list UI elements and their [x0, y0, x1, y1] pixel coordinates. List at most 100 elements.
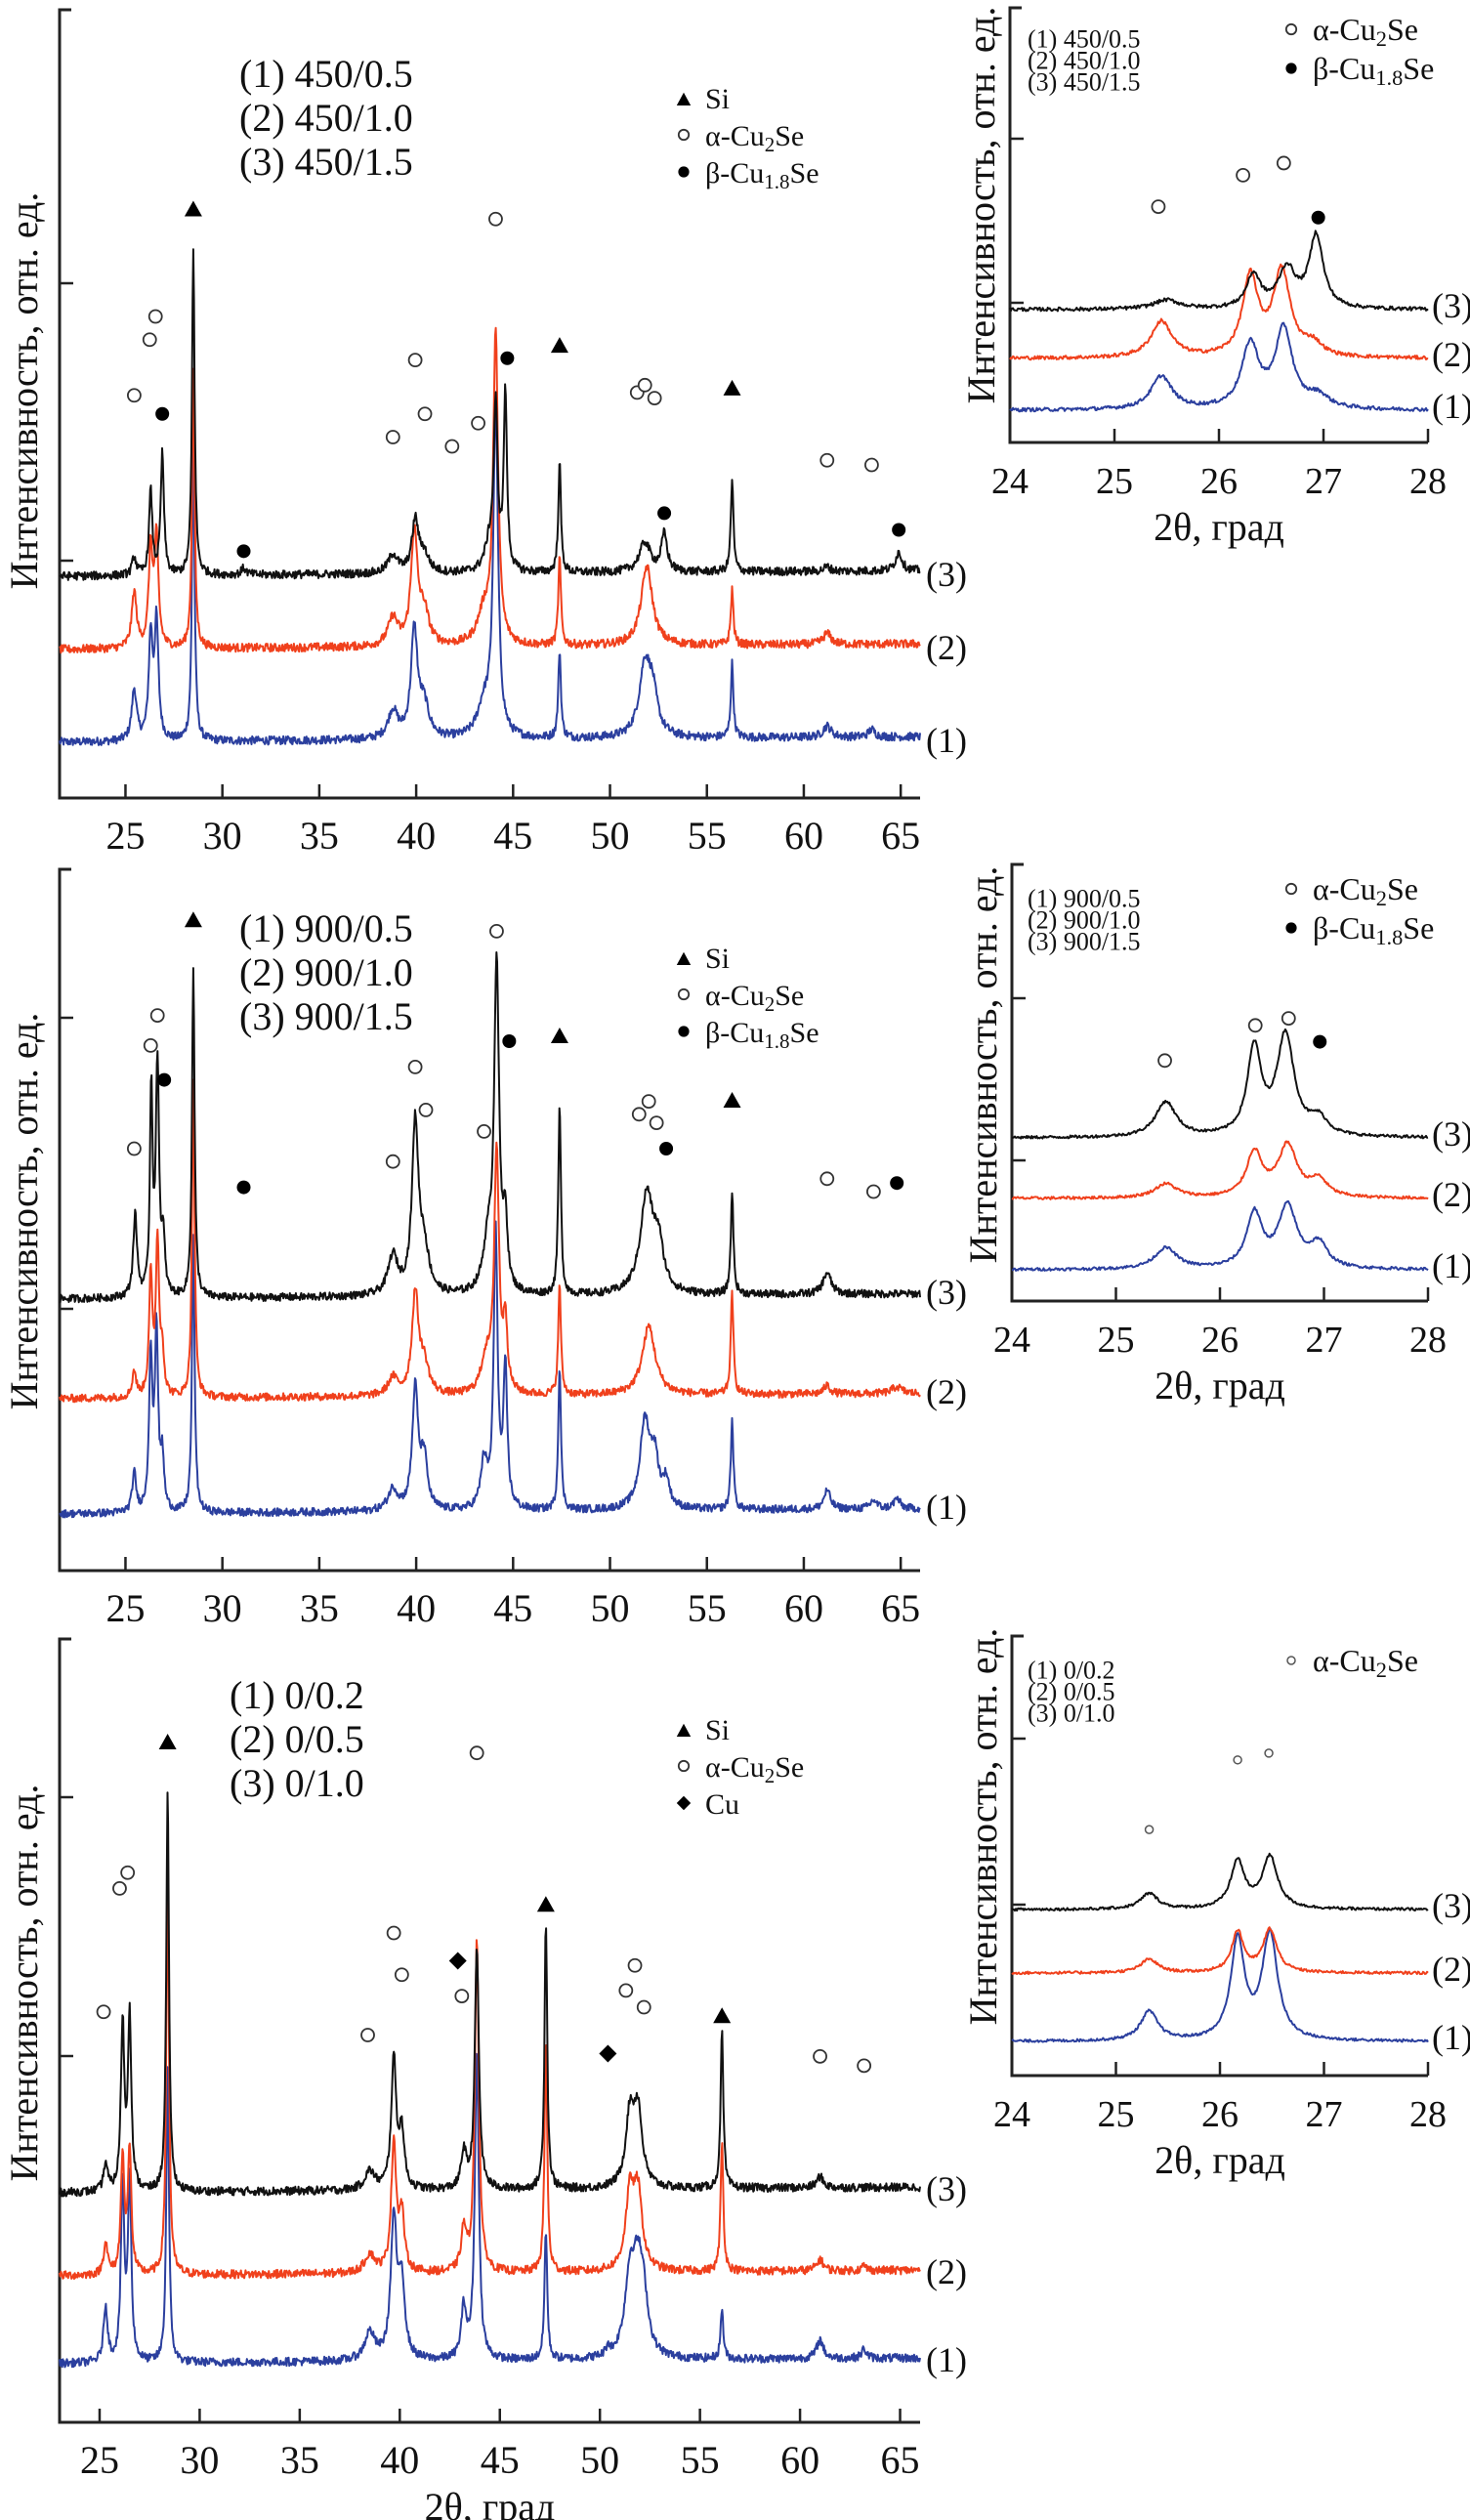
- alpha-cu2se-marker: [385, 1154, 400, 1169]
- legend-entry: α-Cu2Se: [1313, 871, 1418, 910]
- alpha-cu2se-marker: [636, 1999, 651, 2015]
- alpha-cu2se-marker: [444, 439, 460, 454]
- alpha-cu2se-marker: [142, 332, 157, 348]
- alpha-cu2se-marker: [407, 353, 423, 368]
- panel3-main: 25 30 35 40 45 50 55 60 65 Интенсивность, отн. ед…: [2, 1637, 967, 2520]
- alpha-cu2se-marker: [126, 388, 142, 403]
- y-axis-label: Интенсивность, отн. ед.: [2, 1013, 46, 1410]
- x-tick-label: 26: [1201, 1320, 1239, 1361]
- x-tick-label: 30: [180, 2438, 219, 2482]
- beta-cu18se-marker: [157, 1072, 172, 1087]
- condition-label: (2) 450/1.0: [239, 96, 413, 140]
- si-triangle-marker: [723, 1092, 741, 1108]
- trace-3: [1011, 1852, 1429, 1912]
- legend-entry: α-Cu2Se: [705, 1751, 804, 1787]
- curve-label: (1): [1432, 2018, 1470, 2057]
- x-tick-label: 28: [1409, 1320, 1447, 1361]
- trace-3: [1009, 230, 1429, 313]
- trace-1: [59, 2052, 921, 2369]
- alpha-cu2se-marker: [1284, 882, 1298, 896]
- alpha-cu2se-marker: [1264, 1748, 1274, 1758]
- panel1-inset: 24 25 26 27 28 Интенсивность, отн. ед. 2θ, гра…: [959, 6, 1470, 549]
- x-tick-label: 55: [681, 2438, 720, 2482]
- x-tick-label: 60: [784, 814, 823, 858]
- trace-1: [59, 405, 921, 746]
- x-tick-label: 28: [1409, 2094, 1447, 2135]
- curve-label: (1): [1432, 387, 1470, 426]
- beta-cu18se-marker: [1285, 63, 1297, 74]
- trace-2: [1011, 1926, 1429, 1976]
- si-triangle-marker: [550, 1028, 568, 1043]
- x-tick-label: 26: [1200, 461, 1238, 502]
- y-axis-label: Интенсивность, отн. ед.: [961, 866, 1005, 1264]
- curve-label: (3): [926, 555, 967, 594]
- alpha-cu2se-marker: [469, 1745, 484, 1761]
- alpha-cu2se-marker: [1247, 1018, 1263, 1033]
- beta-cu18se-marker: [500, 351, 515, 365]
- alpha-cu2se-marker: [1276, 155, 1291, 171]
- alpha-cu2se-marker: [112, 1881, 127, 1896]
- alpha-cu2se-marker: [863, 457, 879, 473]
- curve-label: (2): [1432, 1175, 1470, 1214]
- alpha-cu2se-marker: [677, 1759, 691, 1773]
- alpha-cu2se-marker: [471, 415, 485, 431]
- beta-cu18se-marker: [502, 1034, 517, 1048]
- x-axis-label: 2θ, град: [1154, 505, 1284, 549]
- x-axis-label: 2θ, град: [1155, 1364, 1285, 1407]
- x-tick-label: 28: [1409, 461, 1447, 502]
- curve-label: (1): [926, 721, 967, 760]
- beta-cu18se-marker: [1285, 922, 1297, 934]
- x-tick-label: 40: [380, 2438, 419, 2482]
- beta-cu18se-marker: [657, 506, 672, 521]
- axes: [58, 1637, 920, 2424]
- alpha-cu2se-marker: [647, 391, 662, 406]
- condition-label: (3) 450/1.5: [1028, 67, 1141, 96]
- condition-label: (3) 0/1.0: [230, 1761, 364, 1805]
- panel3-inset: 24 25 26 27 28 Интенсивность, отн. ед. 2θ, гра…: [961, 1628, 1470, 2182]
- alpha-cu2se-marker: [1151, 199, 1166, 215]
- beta-cu18se-marker: [678, 1026, 690, 1037]
- curve-label: (3): [926, 1273, 967, 1312]
- si-triangle-marker: [550, 337, 568, 354]
- curve-label: (2): [1432, 335, 1470, 374]
- y-axis-label: Интенсивность, отн. ед.: [2, 192, 46, 590]
- condition-label: (1) 900/0.5: [239, 906, 413, 950]
- alpha-cu2se-marker: [126, 1141, 142, 1156]
- alpha-cu2se-marker: [637, 377, 652, 393]
- panel2-inset: 24 25 26 27 28 Интенсивность, отн. ед. 2θ, гра…: [961, 862, 1470, 1407]
- alpha-cu2se-marker: [677, 987, 691, 1001]
- legend-entry: Si: [705, 83, 730, 115]
- si-triangle-marker: [184, 911, 202, 928]
- alpha-cu2se-marker: [1144, 1825, 1155, 1834]
- x-tick-label: 27: [1306, 1320, 1343, 1361]
- trace-1: [59, 1220, 921, 1519]
- alpha-cu2se-marker: [149, 1008, 165, 1023]
- trace-1: [1011, 1199, 1429, 1272]
- legend-entry: Si: [705, 1714, 730, 1746]
- x-tick-label: 25: [80, 2438, 119, 2482]
- x-tick-label: 25: [105, 1586, 145, 1630]
- alpha-cu2se-marker: [631, 1107, 647, 1122]
- alpha-cu2se-marker: [1281, 1011, 1296, 1026]
- si-triangle-marker: [676, 92, 692, 105]
- condition-label: (3) 900/1.5: [239, 994, 413, 1038]
- x-tick-label: 45: [493, 1586, 532, 1630]
- x-tick-label: 40: [397, 814, 436, 858]
- legend-entry: β-Cu1.8Se: [1313, 910, 1434, 949]
- legend-entry: α-Cu2Se: [1313, 12, 1418, 51]
- curve-label: (1): [926, 2340, 967, 2379]
- x-tick-label: 50: [591, 1586, 630, 1630]
- beta-cu18se-marker: [659, 1142, 674, 1155]
- x-tick-label: 24: [991, 461, 1029, 502]
- beta-cu18se-marker: [892, 523, 906, 537]
- alpha-cu2se-marker: [454, 1989, 470, 2003]
- alpha-cu2se-marker: [857, 2058, 872, 2074]
- alpha-cu2se-marker: [407, 1060, 423, 1074]
- x-tick-label: 40: [397, 1586, 436, 1630]
- legend-entry: Cu: [705, 1788, 739, 1821]
- curve-label: (2): [926, 2252, 967, 2291]
- trace-2: [59, 326, 921, 654]
- curve-label: (1): [926, 1488, 967, 1527]
- y-axis-label: Интенсивность, отн. ед.: [2, 1785, 46, 2182]
